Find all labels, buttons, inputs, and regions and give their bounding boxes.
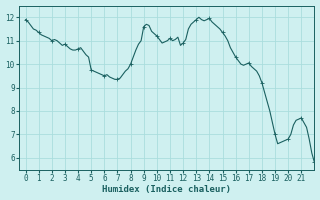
X-axis label: Humidex (Indice chaleur): Humidex (Indice chaleur) bbox=[102, 185, 231, 194]
